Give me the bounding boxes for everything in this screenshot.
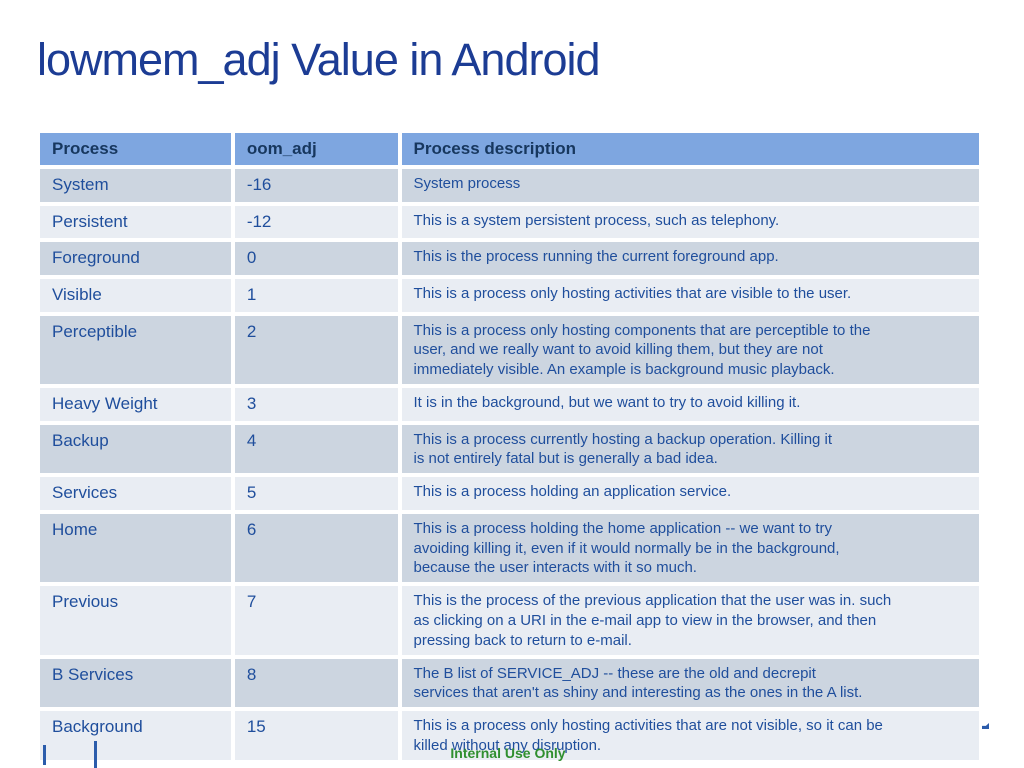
description-cell: The B list of SERVICE_ADJ -- these are t… [401,658,979,708]
table-row: Visible 1 This is a process only hosting… [40,278,979,312]
oom-adj-cell: 3 [234,387,398,421]
column-header-oom-adj: oom_adj [234,133,398,165]
description-cell: This is a process only hosting component… [401,315,979,384]
description-cell: This is a system persistent process, suc… [401,205,979,239]
column-header-process: Process [40,133,231,165]
description-cell: System process [401,169,979,202]
description-cell: This is a process only hosting activitie… [401,278,979,312]
process-cell: System [40,169,231,202]
page-title: lowmem_adj Value in Android [37,34,601,85]
oom-adj-cell: -16 [234,169,398,202]
table-row: Persistent -12 This is a system persiste… [40,205,979,239]
table-row: Heavy Weight 3 It is in the background, … [40,387,979,421]
process-cell: B Services [40,658,231,708]
oom-adj-cell: 8 [234,658,398,708]
process-cell: Services [40,477,231,510]
table-row: Home 6 This is a process holding the hom… [40,513,979,583]
description-cell: This is the process running the current … [401,242,979,275]
table-row: Previous 7 This is the process of the pr… [40,586,979,655]
table-row: Perceptible 2 This is a process only hos… [40,315,979,384]
description-cell: It is in the background, but we want to … [401,387,979,421]
corner-mark [982,723,989,729]
description-cell: This is a process holding the home appli… [401,513,979,583]
table-row: System -16 System process [40,169,979,202]
table-row: Background 15 This is a process only hos… [40,711,979,760]
table-row: Backup 4 This is a process currently hos… [40,424,979,474]
table-row: Foreground 0 This is the process running… [40,242,979,275]
table-header-row: Process oom_adj Process description [40,133,979,165]
process-cell: Foreground [40,242,231,275]
process-cell: Previous [40,586,231,655]
classification-label: Internal Use Only [450,745,566,761]
oom-adj-cell: 1 [234,278,398,312]
process-cell: Backup [40,424,231,474]
description-cell: This is the process of the previous appl… [401,586,979,655]
footer-logo-line-right [94,741,97,768]
table-row: B Services 8 The B list of SERVICE_ADJ -… [40,658,979,708]
description-cell: This is a process only hosting activitie… [401,711,979,760]
oom-adj-cell: 4 [234,424,398,474]
process-cell: Home [40,513,231,583]
oom-adj-cell: 7 [234,586,398,655]
oom-adj-cell: 15 [234,711,398,760]
oom-adj-cell: 2 [234,315,398,384]
process-cell: Perceptible [40,315,231,384]
column-header-description: Process description [401,133,979,165]
process-cell: Persistent [40,205,231,239]
lowmem-adj-table: Process oom_adj Process description Syst… [36,129,983,764]
description-cell: This is a process currently hosting a ba… [401,424,979,474]
description-cell: This is a process holding an application… [401,477,979,510]
process-cell: Background [40,711,231,760]
footer-logo-line-left [43,745,46,765]
oom-adj-cell: 5 [234,477,398,510]
process-cell: Visible [40,278,231,312]
oom-adj-cell: 6 [234,513,398,583]
process-cell: Heavy Weight [40,387,231,421]
oom-adj-cell: 0 [234,242,398,275]
oom-adj-cell: -12 [234,205,398,239]
table-row: Services 5 This is a process holding an … [40,477,979,510]
